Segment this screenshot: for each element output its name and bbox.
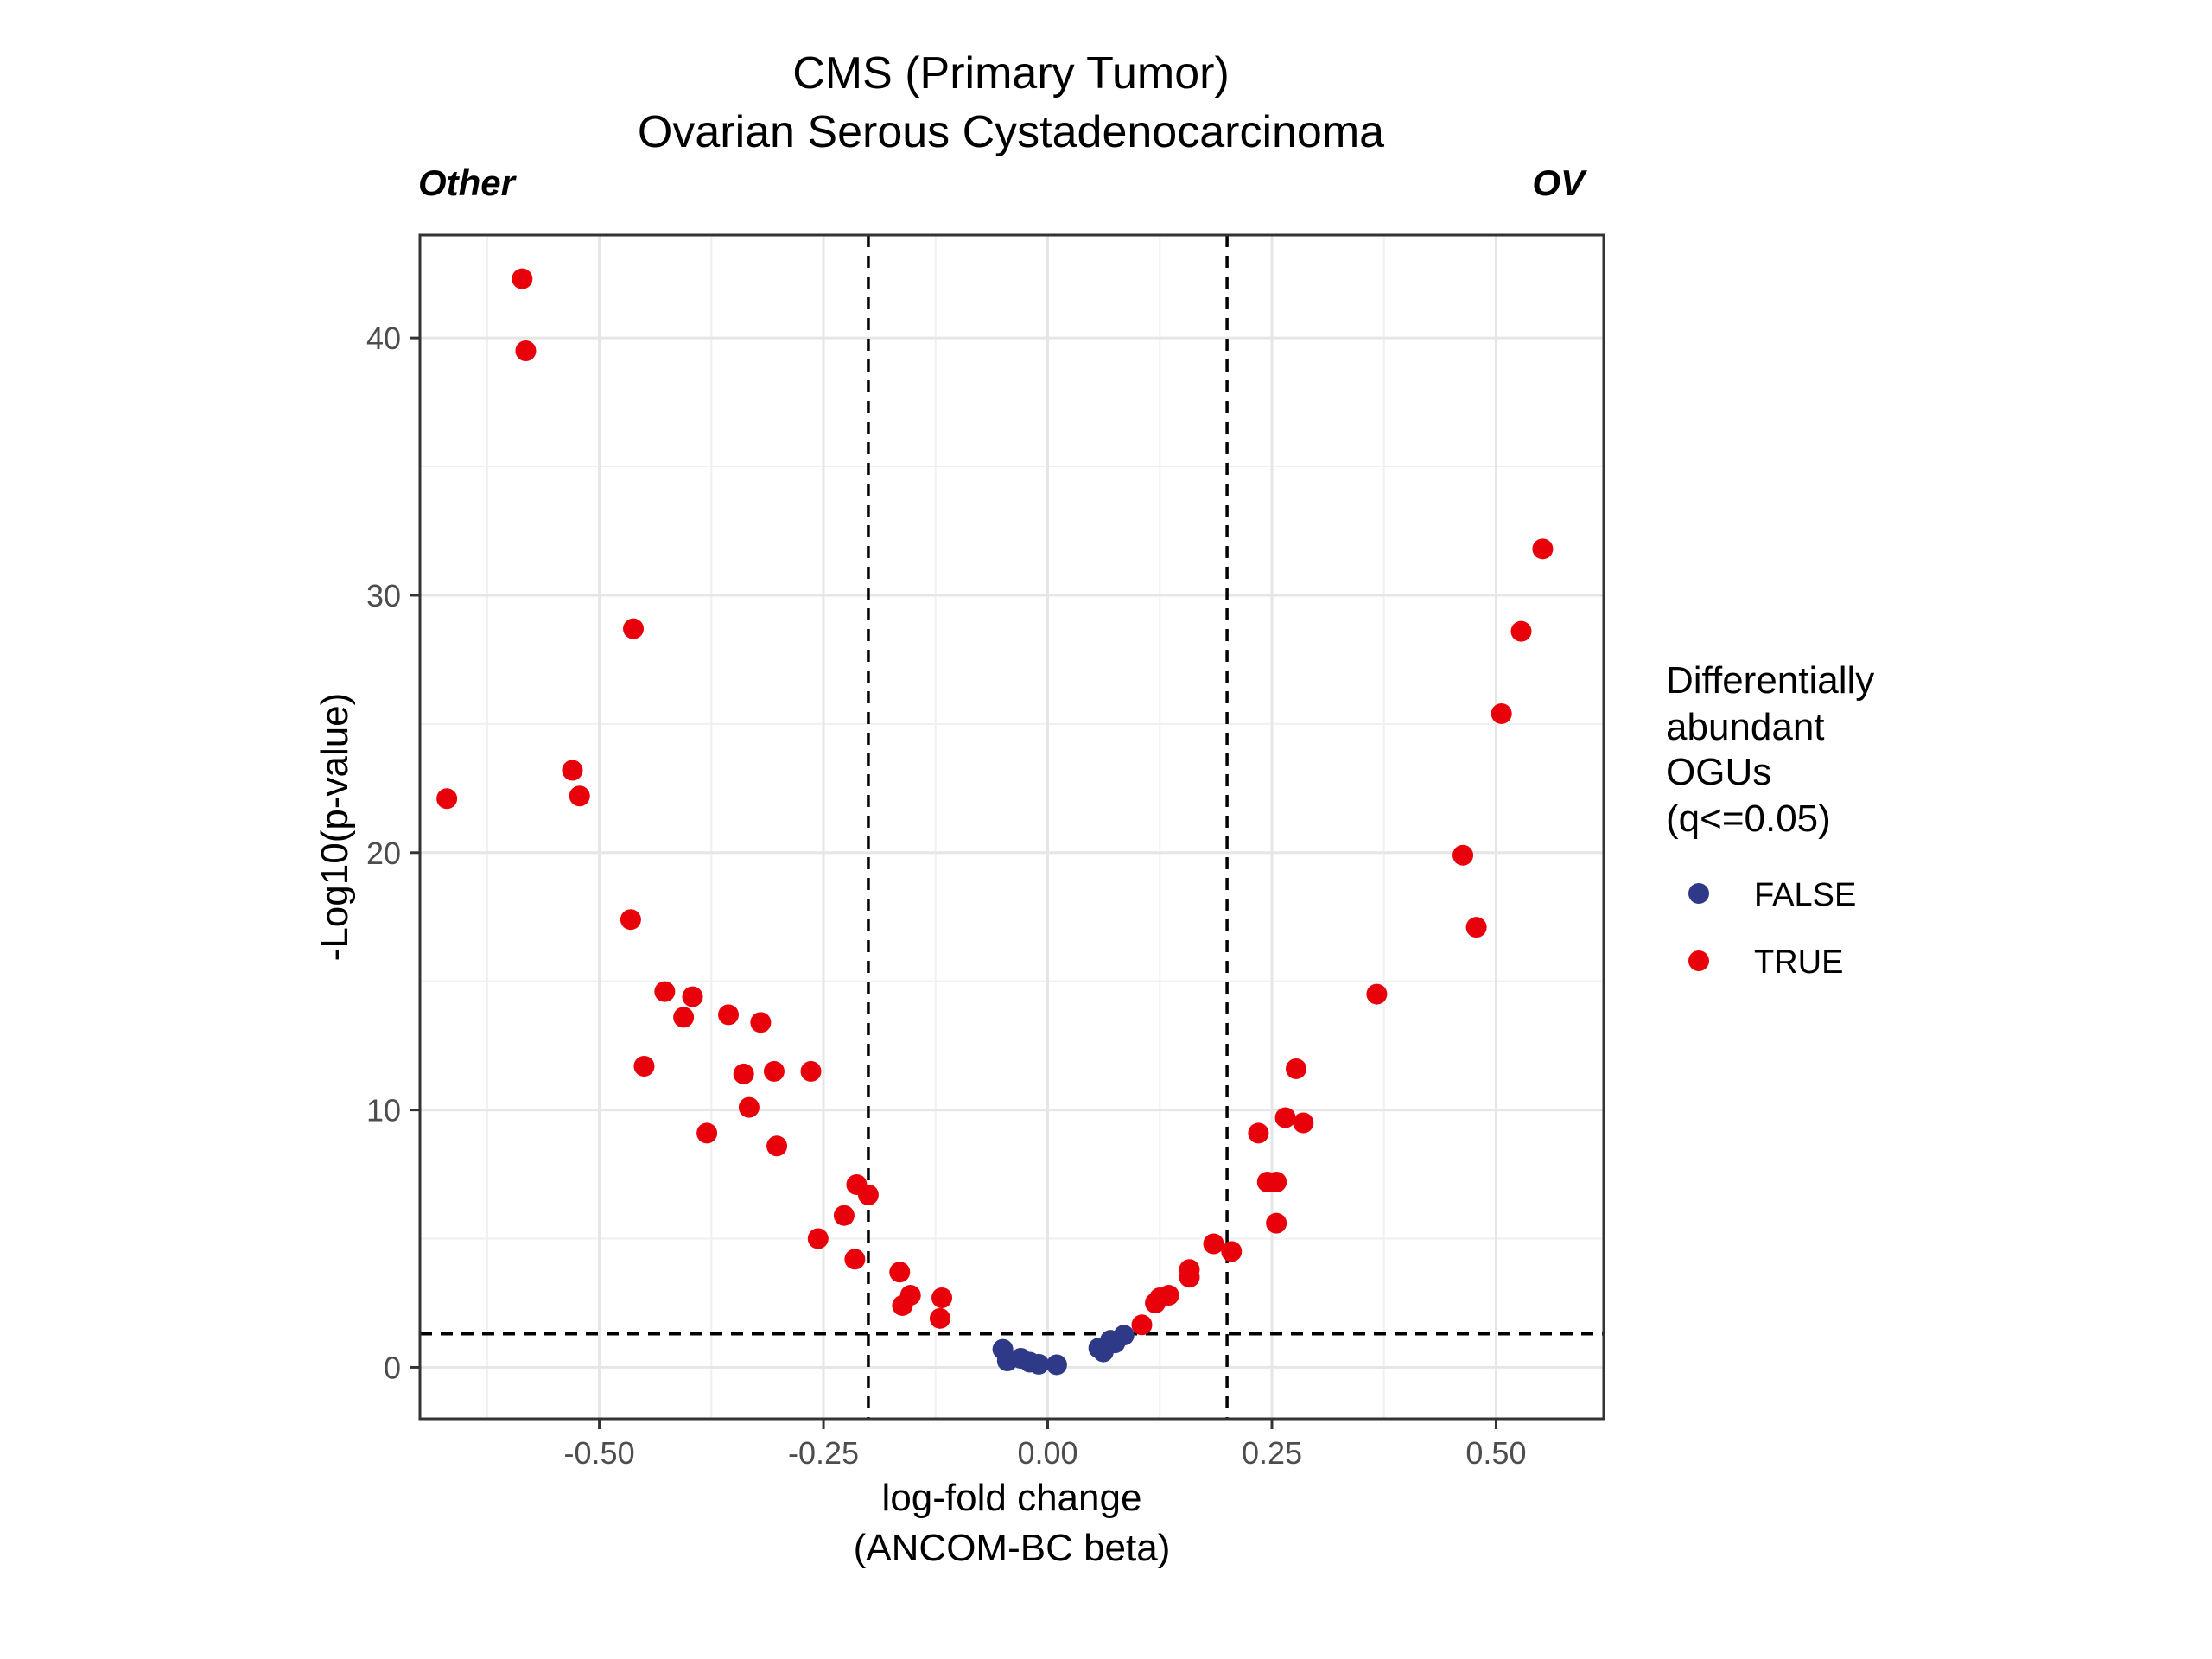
data-point-true: [1158, 1285, 1179, 1306]
y-tick-label: 10: [366, 1093, 401, 1128]
data-point-true: [562, 760, 583, 781]
data-point-true: [1465, 917, 1487, 938]
data-point-true: [515, 340, 537, 362]
legend-title-line-4: (q<=0.05): [1666, 798, 1831, 840]
data-point-true: [1266, 1172, 1287, 1192]
data-point-true: [620, 909, 641, 931]
x-axis-title-line-1: log-fold change: [882, 1477, 1142, 1519]
chart-title-line-1: CMS (Primary Tumor): [792, 48, 1230, 99]
data-point-true: [1248, 1122, 1269, 1144]
data-point-true: [800, 1060, 822, 1082]
data-point-true: [696, 1122, 718, 1144]
x-tick-label: -0.25: [788, 1435, 859, 1471]
data-point-true: [1131, 1314, 1153, 1336]
data-point-false: [1028, 1353, 1050, 1375]
chart-title-line-2: Ovarian Serous Cystadenocarcinoma: [638, 107, 1384, 157]
data-point-true: [833, 1205, 855, 1226]
data-point-true: [1532, 538, 1554, 560]
data-point-true: [844, 1249, 866, 1270]
data-point-true: [673, 1007, 695, 1028]
side-label-left: Other: [418, 162, 518, 203]
legend-title-line-2: abundant: [1666, 706, 1825, 748]
threshold-lines: [420, 235, 1604, 1419]
data-point-true: [733, 1063, 754, 1084]
x-tick-label: 0.50: [1465, 1435, 1526, 1471]
data-point-true: [1286, 1058, 1307, 1079]
data-point-true: [718, 1004, 740, 1026]
data-point-true: [763, 1060, 785, 1082]
data-point-true: [738, 1096, 760, 1118]
grid-minor: [420, 235, 1604, 1419]
legend-title-line-3: OGUs: [1666, 751, 1771, 793]
panel-border: [418, 233, 1605, 1421]
data-point-true: [1221, 1241, 1243, 1262]
data-point-true: [1293, 1112, 1314, 1134]
data-point-true: [1274, 1107, 1296, 1128]
x-axis-ticks: -0.50 -0.25 0.00 0.25 0.50: [564, 1419, 1526, 1471]
y-axis-title: -Log10(p-value): [314, 693, 356, 962]
y-tick-label: 0: [384, 1350, 401, 1385]
y-tick-label: 20: [366, 836, 401, 871]
data-points: [436, 268, 1554, 1376]
data-point-true: [512, 268, 533, 289]
legend-title-line-1: Differentially: [1666, 659, 1874, 702]
y-tick-label: 40: [366, 321, 401, 356]
data-point-true: [654, 981, 676, 1002]
plot-panel: [418, 233, 1605, 1421]
data-point-true: [1179, 1259, 1200, 1281]
data-point-true: [682, 986, 703, 1007]
data-point-true: [633, 1055, 655, 1077]
data-point-true: [857, 1184, 879, 1205]
data-point-false: [1046, 1354, 1067, 1376]
legend-label-false: FALSE: [1754, 877, 1856, 913]
legend-key-true: [1688, 950, 1709, 971]
data-point-true: [892, 1294, 913, 1316]
data-point-true: [931, 1287, 953, 1309]
data-point-true: [1366, 983, 1388, 1005]
data-point-true: [1203, 1233, 1224, 1255]
data-point-true: [436, 788, 458, 810]
x-tick-label: 0.25: [1242, 1435, 1302, 1471]
data-point-true: [569, 785, 590, 807]
y-axis-ticks: 0 10 20 30 40: [366, 321, 420, 1385]
data-point-true: [1491, 702, 1512, 724]
x-tick-label: -0.50: [564, 1435, 635, 1471]
data-point-true: [766, 1135, 788, 1157]
data-point-true: [807, 1228, 829, 1249]
legend: Differentially abundant OGUs (q<=0.05) F…: [1666, 659, 1874, 981]
data-point-true: [623, 618, 645, 639]
legend-key-false: [1688, 883, 1709, 904]
data-point-true: [1266, 1212, 1287, 1234]
data-point-false: [1113, 1325, 1135, 1346]
data-point-true: [750, 1012, 772, 1033]
data-point-true: [929, 1307, 950, 1329]
x-axis-title-line-2: (ANCOM-BC beta): [854, 1527, 1171, 1569]
side-label-right: OV: [1532, 162, 1587, 203]
data-point-true: [889, 1262, 911, 1283]
y-tick-label: 30: [366, 578, 401, 613]
legend-label-true: TRUE: [1754, 944, 1843, 981]
data-point-true: [1510, 620, 1532, 642]
data-point-true: [1452, 844, 1474, 866]
x-tick-label: 0.00: [1017, 1435, 1077, 1471]
panel-background: [420, 235, 1604, 1419]
